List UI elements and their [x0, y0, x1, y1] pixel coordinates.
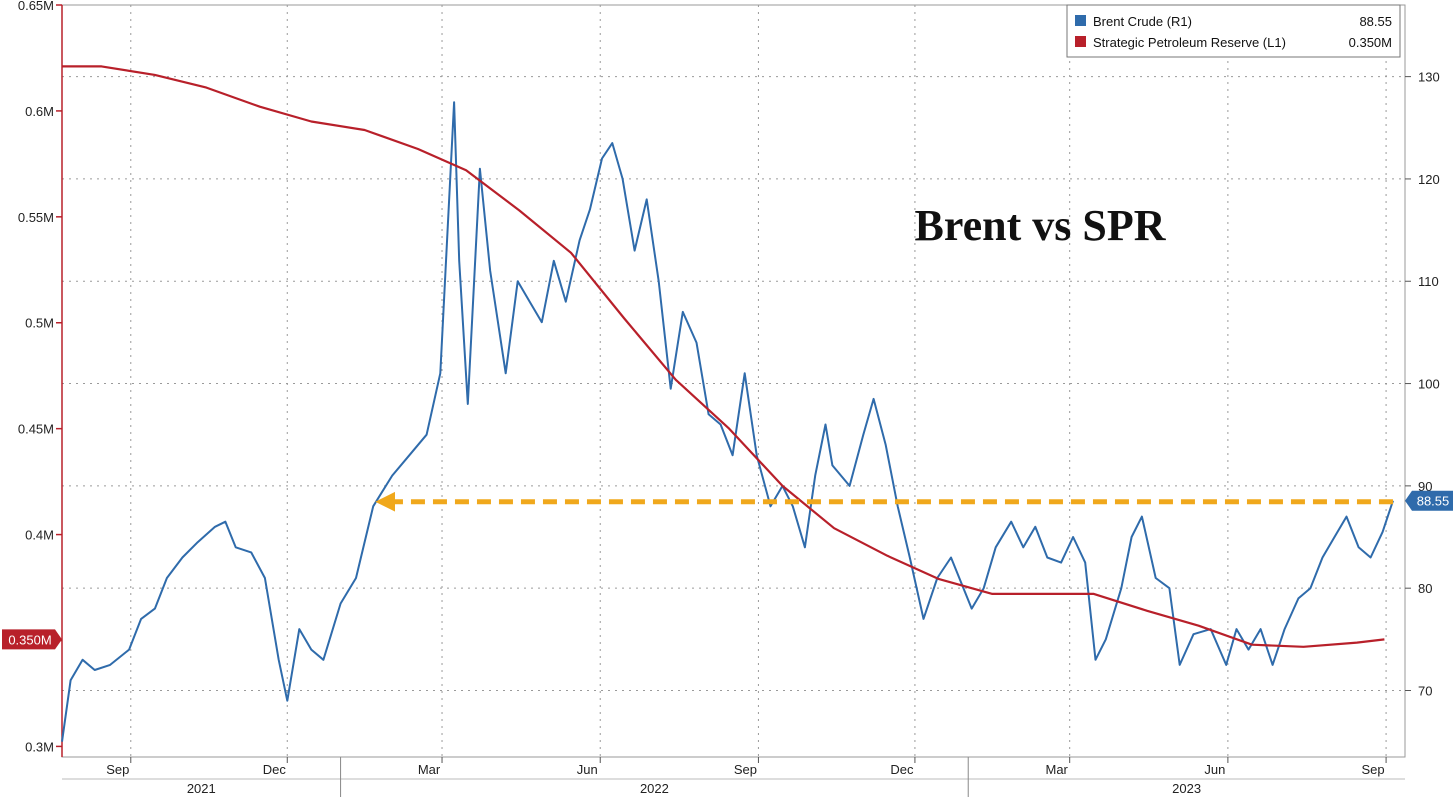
year-label: 2022 [640, 781, 669, 796]
right-tick-label: 100 [1418, 377, 1440, 392]
x-tick-label: Jun [577, 762, 598, 777]
x-tick-label: Dec [890, 762, 914, 777]
brent-last-value-label: 88.55 [1417, 494, 1450, 509]
chart-title: Brent vs SPR [915, 201, 1167, 250]
legend-series-name: Strategic Petroleum Reserve (L1) [1093, 35, 1286, 50]
left-tick-label: 0.5M [25, 316, 54, 331]
left-tick-label: 0.65M [18, 0, 54, 13]
spr-line [62, 65, 1385, 648]
legend-series-value: 88.55 [1359, 14, 1392, 29]
right-tick-label: 110 [1418, 274, 1439, 289]
brent-crude-line [61, 101, 1394, 742]
axes: 70 80 90 100 110 120 130 Sep Dec Mar Jun Sep Dec Mar J… [18, 0, 1440, 797]
left-tick-label: 0.6M [25, 104, 54, 119]
left-tick-label: 0.4M [25, 528, 54, 543]
right-tick-label: 120 [1418, 172, 1440, 187]
right-tick-label: 70 [1418, 683, 1432, 698]
right-tick-label: 80 [1418, 581, 1432, 596]
x-tick-label: Jun [1204, 762, 1225, 777]
legend-box [1066, 4, 1401, 58]
x-tick-label: Mar [418, 762, 441, 777]
legend-swatch [1075, 36, 1086, 47]
left-tick-label: 0.55M [18, 210, 54, 225]
right-tick-label: 90 [1418, 479, 1432, 494]
x-tick-label: Sep [734, 762, 757, 777]
right-tick-label: 130 [1418, 70, 1440, 85]
spr-last-value-label: 0.350M [8, 632, 51, 647]
spr-last-value-badge [2, 629, 62, 650]
left-tick-label: 0.3M [25, 739, 54, 754]
brent-last-value-badge [1405, 490, 1453, 511]
x-tick-label: Sep [1362, 762, 1385, 777]
legend-series-value: 0.350M [1349, 35, 1392, 50]
legend-series-name: Brent Crude (R1) [1093, 14, 1192, 29]
x-tick-label: Mar [1045, 762, 1068, 777]
left-tick-label: 0.45M [18, 422, 54, 437]
series-lines [61, 65, 1394, 742]
legend[interactable]: Brent Crude (R1) 88.55 Strategic Petroleum… [1066, 4, 1401, 58]
last-value-labels: 88.55 0.350M [2, 490, 1453, 650]
x-tick-label: Sep [106, 762, 129, 777]
year-label: 2023 [1172, 781, 1201, 796]
year-label: 2021 [187, 781, 216, 796]
x-tick-label: Dec [263, 762, 287, 777]
legend-swatch [1075, 15, 1086, 26]
